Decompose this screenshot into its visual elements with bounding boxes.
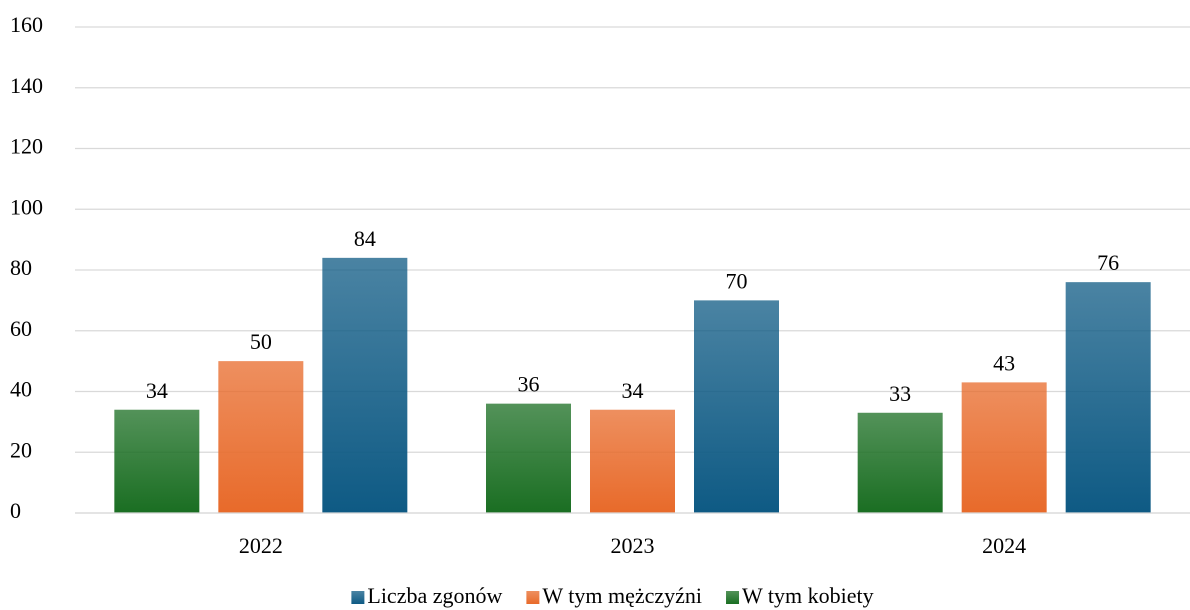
bar: [694, 300, 779, 513]
y-tick-label: 160: [10, 12, 43, 37]
legend-swatch: [726, 591, 740, 604]
data-label: 84: [354, 226, 376, 251]
data-label: 34: [622, 378, 644, 403]
y-tick-label: 0: [10, 498, 21, 523]
y-tick-label: 140: [10, 73, 43, 98]
bar: [322, 257, 408, 513]
data-label: 36: [518, 372, 540, 397]
legend-label: Liczba zgonów: [367, 583, 502, 608]
legend-swatch: [351, 591, 365, 604]
y-tick-label: 20: [10, 437, 32, 462]
y-tick-label: 60: [10, 316, 32, 341]
data-label: 50: [250, 329, 272, 354]
bar: [218, 361, 304, 513]
data-label: 76: [1097, 250, 1119, 275]
x-tick-label: 2023: [611, 533, 655, 558]
bar: [590, 409, 675, 513]
x-tick-label: 2022: [239, 533, 283, 558]
x-tick-label: 2024: [982, 533, 1026, 558]
data-label: 70: [726, 268, 748, 293]
bar: [961, 382, 1047, 513]
bar: [114, 409, 200, 513]
data-label: 34: [146, 378, 168, 403]
bar: [857, 412, 943, 513]
y-tick-label: 120: [10, 134, 43, 159]
y-tick-label: 40: [10, 377, 32, 402]
y-tick-label: 80: [10, 255, 32, 280]
data-label: 43: [993, 350, 1015, 375]
bar: [1065, 282, 1151, 513]
y-tick-label: 100: [10, 194, 43, 219]
legend-label: W tym kobiety: [742, 583, 874, 608]
data-label: 33: [889, 381, 911, 406]
legend-label: W tym mężczyźni: [542, 583, 702, 608]
bar: [486, 403, 571, 513]
legend-swatch: [526, 591, 540, 604]
